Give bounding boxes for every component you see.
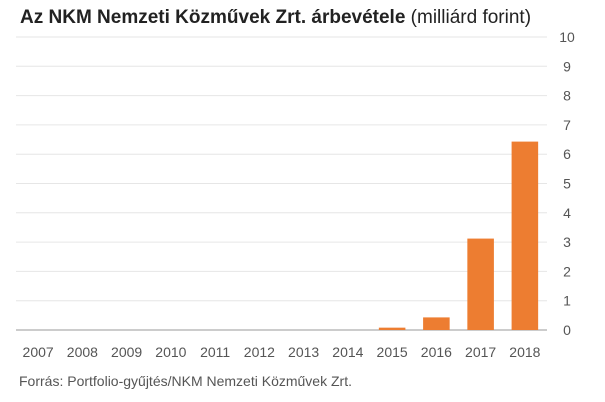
bar-2017	[467, 238, 494, 330]
bars	[378, 141, 539, 330]
x-tick-label: 2007	[23, 344, 54, 360]
y-tick-label: 2	[563, 263, 571, 279]
chart-title-main: Az NKM Nemzeti Közművek Zrt. árbevétele	[20, 7, 406, 28]
x-tick-label: 2015	[377, 344, 408, 360]
x-tick-label: 2014	[332, 344, 363, 360]
chart-title-unit: (milliárd forint)	[410, 7, 532, 28]
x-tick-label: 2016	[421, 344, 452, 360]
x-tick-label: 2012	[244, 344, 275, 360]
y-axis-ticks: 0 1 2 3 4 5 6 7 8 9 10	[559, 29, 575, 338]
y-tick-label: 10	[559, 29, 575, 45]
source-note: Forrás: Portfolio-gyűjtés/NKM Nemzeti Kö…	[19, 373, 352, 389]
x-tick-label: 2017	[465, 344, 496, 360]
gridlines	[16, 36, 547, 331]
y-tick-label: 8	[563, 88, 571, 104]
y-tick-label: 1	[563, 293, 571, 309]
y-tick-label: 7	[563, 117, 571, 133]
x-tick-label: 2011	[200, 344, 230, 360]
y-tick-label: 6	[563, 146, 571, 162]
y-tick-label: 9	[563, 58, 571, 74]
x-axis-ticks: 2007 2008 2009 2010 2011 2012 2013 2014 2015 2016…	[23, 344, 541, 360]
x-tick-label: 2008	[67, 344, 98, 360]
x-tick-label: 2010	[155, 344, 186, 360]
chart-title: Az NKM Nemzeti Közművek Zrt. árbevétele …	[20, 7, 531, 29]
bar-2016	[423, 317, 450, 330]
x-tick-label: 2013	[288, 344, 319, 360]
y-tick-label: 4	[563, 205, 571, 221]
x-tick-label: 2009	[111, 344, 142, 360]
bar-2015	[378, 327, 406, 330]
y-tick-label: 5	[563, 176, 571, 192]
x-tick-label: 2018	[509, 344, 540, 360]
y-tick-label: 0	[563, 322, 571, 338]
y-tick-label: 3	[563, 234, 571, 250]
bar-2018	[511, 141, 539, 330]
